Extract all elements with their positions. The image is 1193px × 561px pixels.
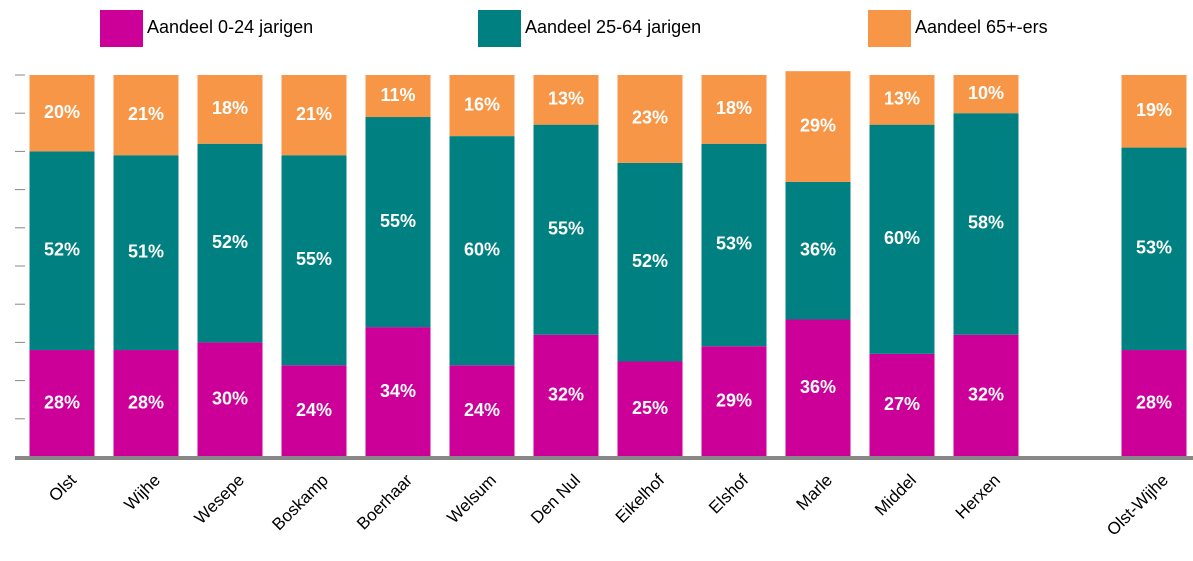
bar-segment [953, 75, 1019, 114]
x-tick-label: Boskamp [268, 471, 332, 535]
data-label: 25% [632, 398, 668, 418]
bar-segment [533, 124, 599, 335]
bar-segment [701, 346, 767, 457]
data-label: 11% [380, 85, 415, 105]
data-label: 13% [884, 89, 920, 109]
bar-segment [869, 353, 935, 457]
bar-segment [785, 319, 851, 457]
bar-segment [197, 75, 263, 144]
data-label: 36% [800, 239, 836, 259]
legend-label: Aandeel 0-24 jarigen [147, 17, 313, 37]
data-label: 21% [128, 104, 164, 124]
x-tick-label: Olst-Wijhe [1103, 471, 1172, 540]
bar-segment [449, 136, 515, 366]
x-tick-label: Boerhaar [353, 470, 416, 533]
data-label: 10% [968, 83, 1004, 103]
data-label: 51% [128, 241, 164, 261]
bar-segment [533, 334, 599, 457]
bar-segment [953, 113, 1019, 335]
bar-segment [281, 155, 347, 366]
bar-segment [113, 350, 179, 457]
bar-segment [617, 361, 683, 457]
data-label: 18% [212, 98, 248, 118]
bar-segment [113, 155, 179, 351]
data-label: 21% [296, 104, 332, 124]
bar-segment [701, 143, 767, 347]
data-label: 55% [296, 249, 332, 269]
data-label: 55% [548, 218, 584, 238]
bar-segment [281, 365, 347, 457]
bar-segment [29, 151, 95, 351]
bar-segment [869, 124, 935, 354]
bar-segment [197, 342, 263, 457]
bar-segment [113, 75, 179, 156]
legend-label: Aandeel 25-64 jarigen [525, 17, 701, 37]
bar-segment [365, 75, 431, 118]
bar-segment [365, 117, 431, 328]
data-label: 19% [1136, 100, 1172, 120]
bar-segment [29, 75, 95, 152]
bar-segment [617, 75, 683, 163]
data-label: 30% [212, 388, 248, 408]
x-tick-label: Den Nul [527, 471, 584, 528]
x-tick-label: Herxen [952, 471, 1004, 523]
x-tick-label: Welsum [443, 471, 500, 528]
data-label: 58% [968, 213, 1004, 233]
bar-segment [953, 334, 1019, 457]
data-label: 53% [716, 234, 752, 254]
data-label: 27% [884, 394, 920, 414]
data-label: 18% [716, 98, 752, 118]
bar-segment [1121, 350, 1187, 457]
data-label: 24% [296, 400, 332, 420]
bar-segment [449, 75, 515, 137]
bar-segment [785, 181, 851, 320]
data-label: 32% [968, 385, 1004, 405]
x-tick-label: Middel [871, 471, 920, 520]
legend-swatch [100, 10, 143, 47]
bar-segment [701, 75, 767, 144]
data-label: 28% [1136, 392, 1172, 412]
bar-segment [365, 327, 431, 457]
data-label: 55% [380, 211, 416, 231]
bar-segment [281, 75, 347, 156]
bar-segment [1121, 75, 1187, 148]
data-label: 52% [44, 239, 80, 259]
legend-swatch [478, 10, 521, 47]
data-label: 24% [464, 400, 500, 420]
bar-segment [617, 162, 683, 362]
data-label: 29% [716, 390, 752, 410]
bar-segment [1121, 147, 1187, 351]
x-tick-label: Elshof [705, 470, 752, 517]
x-tick-label: Wijhe [121, 471, 164, 514]
data-label: 32% [548, 385, 584, 405]
data-label: 20% [44, 102, 80, 122]
bar-segment [869, 75, 935, 125]
legend-label: Aandeel 65+-ers [915, 17, 1048, 37]
data-label: 28% [128, 392, 164, 412]
bar-segment [29, 350, 95, 457]
data-label: 53% [1136, 238, 1172, 258]
data-label: 36% [800, 377, 836, 397]
data-label: 60% [464, 239, 500, 259]
legend-swatch [868, 10, 911, 47]
x-tick-label: Marle [793, 471, 836, 514]
x-tick-label: Olst [45, 470, 80, 505]
bar-segment [533, 75, 599, 125]
x-tick-label: Wesepe [191, 471, 248, 528]
data-label: 34% [380, 381, 416, 401]
x-tick-label: Eikelhof [612, 470, 668, 526]
bar-segment [449, 365, 515, 457]
bar-segment [785, 71, 851, 182]
data-label: 28% [44, 392, 80, 412]
data-label: 52% [212, 232, 248, 252]
data-label: 16% [464, 94, 500, 114]
data-label: 29% [800, 115, 836, 135]
data-label: 23% [632, 108, 668, 128]
data-label: 13% [548, 89, 584, 109]
data-label: 52% [632, 251, 668, 271]
bar-segment [197, 143, 263, 343]
data-label: 60% [884, 228, 920, 248]
